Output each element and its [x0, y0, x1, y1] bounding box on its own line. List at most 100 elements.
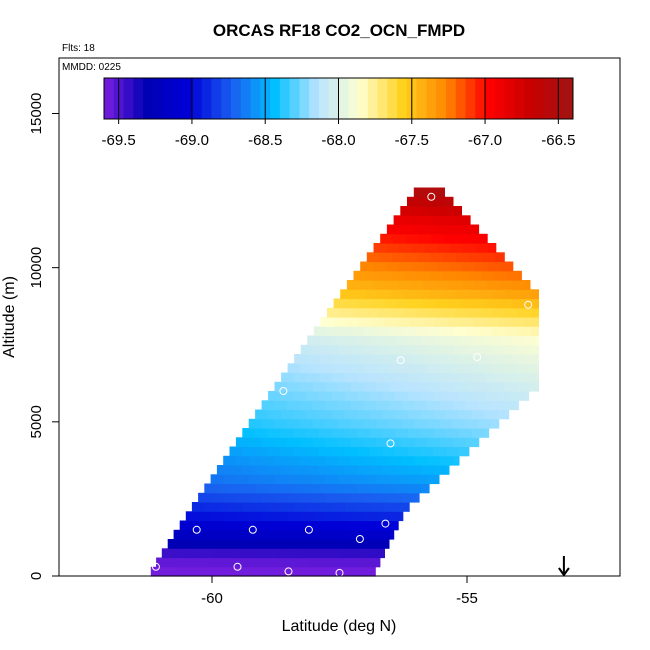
heatmap-cell: [295, 539, 309, 549]
heatmap-cell: [487, 280, 501, 290]
heatmap-cell: [382, 446, 396, 457]
heatmap-cell: [354, 566, 369, 577]
heatmap-cell: [150, 566, 165, 577]
heatmap-cell: [280, 465, 294, 475]
heatmap-cell: [293, 409, 307, 420]
heatmap-cell: [409, 317, 423, 327]
heatmap-cell: [274, 492, 288, 503]
heatmap-cell: [459, 409, 473, 420]
heatmap-cell: [395, 483, 409, 494]
heatmap-cell: [255, 465, 269, 475]
heatmap-cell: [481, 252, 495, 263]
heatmap-cell: [530, 344, 539, 355]
heatmap-cell: [344, 428, 358, 438]
heatmap-cell: [386, 224, 401, 235]
heatmap-cell: [365, 307, 379, 318]
heatmap-cell: [357, 354, 372, 364]
heatmap-cell: [414, 418, 428, 429]
y-tick-label: 5000: [28, 405, 45, 438]
heatmap-cell: [440, 400, 454, 411]
heatmap-cell: [376, 492, 390, 503]
heatmap-cell: [421, 372, 435, 383]
heatmap-cell: [345, 335, 359, 346]
heatmap-cell: [293, 372, 308, 383]
heatmap-cell: [446, 465, 450, 475]
heatmap-cell: [414, 474, 428, 485]
heatmap-cell: [236, 492, 250, 503]
heatmap-cell: [486, 317, 500, 327]
heatmap-cell: [255, 409, 269, 420]
heatmap-cell: [365, 548, 380, 559]
colorbar-swatch: [279, 78, 291, 119]
heatmap-cell: [371, 539, 385, 549]
heatmap-cell: [471, 428, 486, 438]
heatmap-cell: [450, 224, 464, 235]
heatmap-cell: [302, 548, 316, 559]
heatmap-cell: [281, 520, 295, 531]
heatmap-cell: [517, 326, 532, 337]
heatmap-cell: [519, 270, 522, 281]
heatmap-cell: [497, 372, 512, 383]
colorbar-swatch: [299, 78, 310, 119]
chart-title: ORCAS RF18 CO2_OCN_FMPD: [213, 21, 465, 40]
heatmap-cell: [465, 437, 479, 448]
heatmap-cell: [474, 280, 488, 290]
heatmap-cell: [510, 391, 524, 401]
heatmap-cell: [369, 446, 384, 457]
heatmap-cell: [491, 363, 505, 374]
heatmap-cell: [350, 455, 365, 466]
heatmap-cell: [478, 400, 492, 411]
heatmap-cell: [415, 326, 430, 337]
heatmap-cell: [417, 252, 432, 263]
heatmap-cell: [408, 483, 422, 494]
heatmap-cell: [358, 539, 373, 549]
heatmap-cell: [393, 215, 407, 226]
heatmap-cell: [163, 566, 177, 577]
heatmap-cell: [318, 446, 333, 457]
heatmap-cell: [232, 557, 246, 568]
heatmap-cell: [248, 437, 262, 448]
heatmap-cell: [511, 335, 525, 346]
heatmap-cell: [261, 400, 275, 411]
heatmap-cell: [384, 317, 398, 327]
heatmap-cell: [333, 539, 347, 549]
heatmap-cell: [460, 335, 474, 346]
heatmap-cell: [287, 400, 301, 411]
heatmap-cell: [185, 511, 200, 522]
heatmap-cell: [320, 539, 334, 549]
heatmap-cell: [420, 428, 435, 438]
heatmap-cell: [193, 539, 207, 549]
heatmap-cell: [409, 335, 423, 346]
heatmap-cell: [223, 455, 237, 466]
heatmap-cell: [399, 243, 413, 253]
heatmap-cell: [420, 446, 435, 457]
heatmap-cell: [360, 557, 374, 568]
heatmap-cell: [415, 344, 429, 355]
heatmap-cell: [457, 215, 471, 226]
heatmap-cell: [422, 298, 437, 309]
heatmap-cell: [299, 455, 313, 466]
heatmap-cell: [363, 418, 377, 429]
heatmap-cell: [332, 372, 346, 383]
heatmap-cell: [398, 261, 412, 272]
heatmap-cell: [531, 307, 539, 318]
heatmap-cell: [313, 363, 327, 374]
heatmap-cell: [504, 344, 518, 355]
flight-point: [524, 300, 533, 309]
heatmap-cell: [380, 233, 394, 244]
heatmap-cell: [389, 418, 403, 429]
heatmap-cell: [518, 307, 532, 318]
heatmap-cell: [434, 372, 448, 383]
heatmap-cell: [180, 539, 194, 549]
heatmap-cell: [433, 465, 447, 475]
x-tick-label: -60: [201, 590, 223, 607]
heatmap-cell: [345, 520, 359, 531]
heatmap-cell: [319, 520, 334, 531]
heatmap-cell: [391, 289, 405, 300]
heatmap-cell: [431, 233, 445, 244]
heatmap-cell: [383, 372, 397, 383]
heatmap-cell: [493, 270, 508, 281]
heatmap-cell: [369, 428, 384, 438]
heatmap-cell: [352, 529, 366, 540]
heatmap-cell: [366, 252, 381, 263]
